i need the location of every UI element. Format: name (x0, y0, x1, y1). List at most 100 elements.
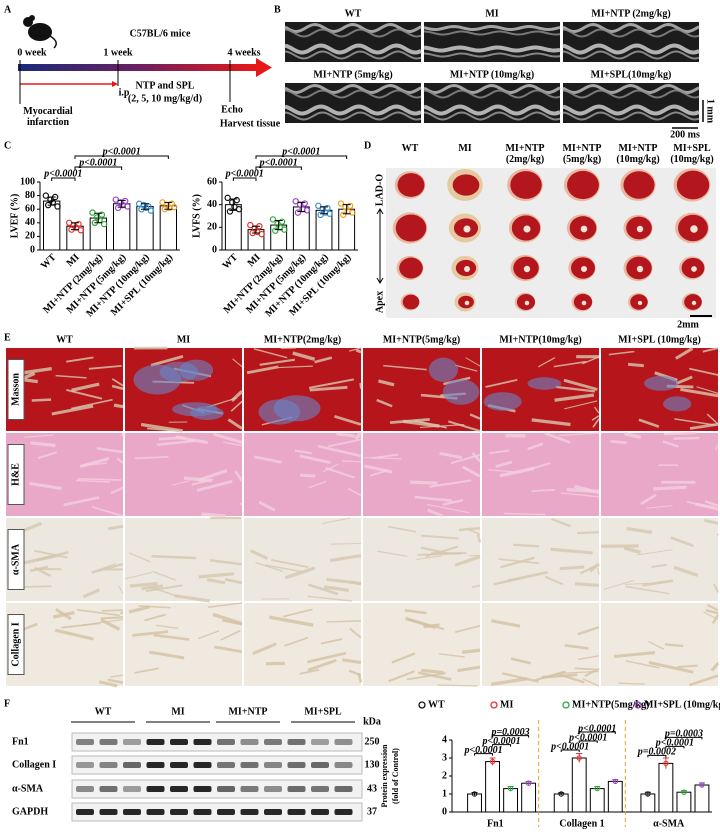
tissue-fiber (426, 503, 470, 514)
tissue-fiber (454, 555, 481, 567)
tissue-fiber (407, 618, 445, 631)
heart-slice-lumen (580, 265, 588, 273)
column-header: MI (177, 334, 190, 345)
tissue-fiber (417, 671, 452, 681)
stain-label-box (7, 614, 25, 675)
blot-band (76, 786, 94, 792)
tissue-fiber (317, 444, 362, 458)
significance-bracket (560, 749, 580, 752)
tissue-fiber (155, 624, 179, 630)
data-point (594, 785, 600, 792)
tissue-fiber (627, 362, 644, 368)
tissue-fiber (24, 434, 54, 439)
tissue-fiber (153, 633, 190, 641)
molecular-weight: 43 (367, 783, 377, 794)
bar (485, 761, 500, 813)
blot-band (76, 809, 94, 815)
tissue-fiber (513, 543, 540, 548)
bar (589, 788, 605, 813)
tissue-fiber (703, 611, 719, 620)
tissue-fiber (577, 655, 600, 661)
tissue-fiber (526, 462, 551, 472)
blot-band (334, 786, 353, 792)
panel-letter: E (4, 332, 11, 343)
data-point (525, 780, 532, 786)
protein-label: Fn1 (12, 736, 29, 747)
heart-slice-viable (452, 174, 480, 196)
tissue-fiber (490, 677, 528, 686)
y-tick-label: 1 (442, 788, 447, 799)
significance-bracket (492, 744, 512, 747)
unit-label: kDa (363, 716, 381, 727)
panel-letter: A (4, 4, 12, 15)
data-point (77, 227, 85, 234)
tissue-fiber (670, 536, 694, 548)
tissue-fiber (336, 432, 356, 438)
tissue-fiber (110, 486, 124, 495)
tissue-fiber (675, 347, 694, 360)
data-point (558, 791, 564, 797)
bar (571, 757, 587, 813)
tissue-fiber (364, 464, 393, 474)
tissue-fiber (551, 517, 571, 528)
tissue-fiber (695, 502, 719, 511)
tissue-fiber (342, 658, 362, 665)
tissue-fiber (363, 457, 402, 460)
tissue-fiber (414, 419, 447, 429)
data-point (98, 211, 106, 218)
tissue-fiber (558, 432, 600, 437)
tissue-fiber (79, 456, 110, 468)
tissue-fiber (158, 436, 186, 441)
bar (467, 793, 482, 813)
y-tick-label: 40 (25, 217, 35, 228)
echo-label: MI+NTP (2mg/kg) (591, 8, 670, 19)
fibrosis-area (428, 357, 458, 382)
data-point (247, 221, 254, 229)
blot-band (334, 762, 353, 768)
protein-label: GAPDH (12, 806, 48, 817)
tissue-fiber (640, 493, 657, 506)
tissue-fiber (648, 661, 694, 674)
tissue-fiber (258, 500, 276, 512)
blot-band (334, 809, 353, 815)
histology-image (6, 603, 123, 686)
significance-bracket (665, 745, 685, 749)
echo-trace (284, 28, 422, 38)
scale-label: 200 ms (670, 129, 700, 140)
protein-label: Collagen I (12, 759, 56, 770)
blot-band (311, 739, 329, 745)
error-bar (274, 220, 283, 231)
tissue-fiber (239, 502, 243, 506)
tissue-fiber (689, 367, 719, 376)
tissue-fiber (555, 385, 596, 393)
tissue-fiber (388, 670, 415, 683)
mouse-icon (49, 35, 57, 49)
significance-bracket (474, 753, 494, 756)
fibrosis-area (483, 392, 522, 411)
error-bar (164, 201, 173, 210)
heart-slice-lumen (637, 300, 643, 306)
tissue-fiber (500, 556, 535, 569)
blot-group-label: MI+NTP (228, 706, 267, 717)
tissue-fiber (711, 614, 720, 624)
tissue-fiber (704, 499, 719, 507)
tissue-fiber (198, 572, 235, 579)
echo-trace (562, 89, 700, 99)
heart-slice-lumen (464, 266, 470, 272)
tissue-fiber (31, 398, 52, 402)
tissue-fiber (308, 378, 355, 389)
mouse-icon (29, 15, 35, 21)
timepoint-label: 4 weeks (227, 47, 260, 58)
tissue-fiber (124, 571, 153, 580)
data-point (278, 218, 286, 225)
tissue-fiber (414, 495, 453, 503)
tissue-fiber (81, 619, 124, 626)
tissue-fiber (321, 517, 351, 525)
tissue-fiber (326, 620, 362, 623)
tissue-fiber (307, 651, 347, 664)
data-point (258, 230, 265, 238)
panel-letter: C (4, 140, 11, 151)
error-bar (320, 206, 328, 215)
blot-band (217, 762, 235, 768)
endpoint-label: Harvest tissue (220, 118, 281, 129)
